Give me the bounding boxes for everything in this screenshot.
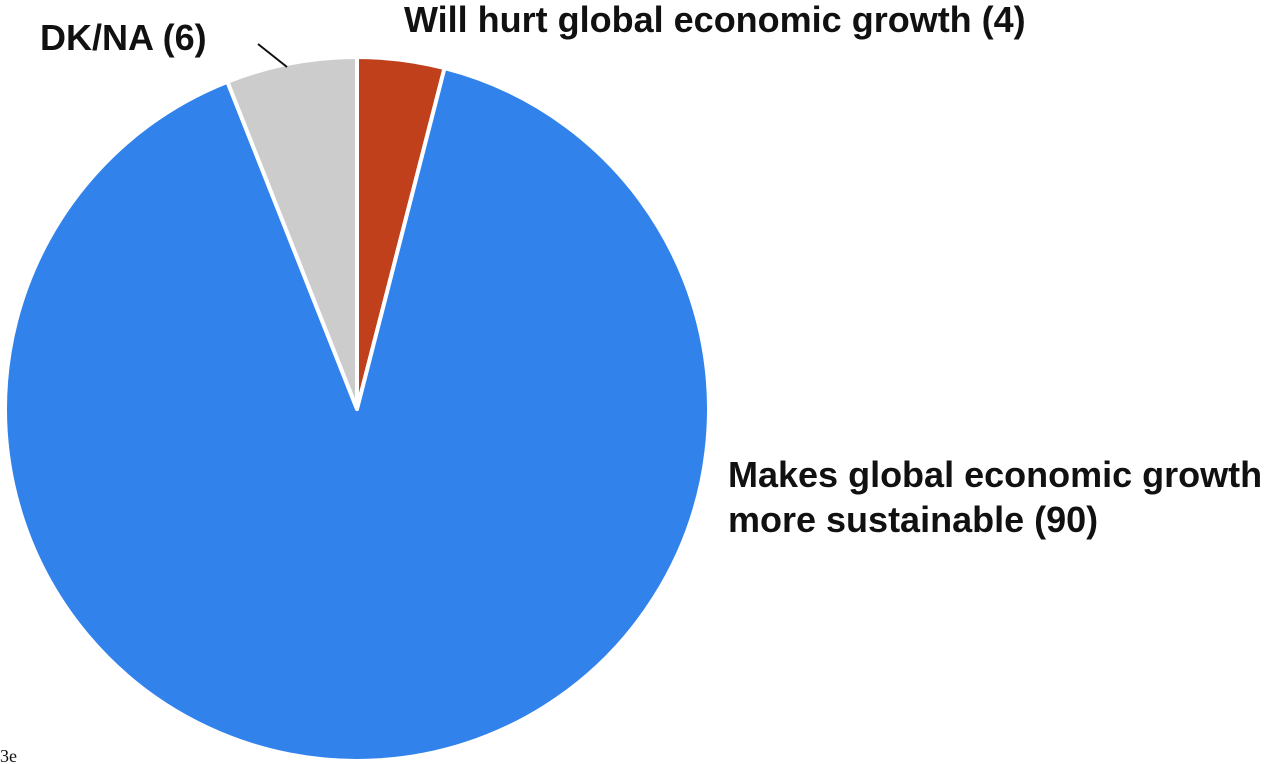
- pie-slice-makes-global-economic-growth-more-sustainable-90: [3, 66, 711, 763]
- slice-label-makes-sustainable-line-1: Makes global economic growth: [728, 454, 1262, 495]
- pie-slices: [3, 55, 711, 763]
- footnote: -3e: [0, 746, 17, 764]
- slice-label-makes-sustainable-line-2: more sustainable (90): [728, 499, 1098, 540]
- pie-slice-dk-na-6: [225, 55, 359, 411]
- slice-label-will-hurt: Will hurt global economic growth (4): [404, 0, 1026, 40]
- dk-na-leader-line: [257, 43, 288, 68]
- slice-label-dk-na: DK/NA (6): [40, 17, 207, 58]
